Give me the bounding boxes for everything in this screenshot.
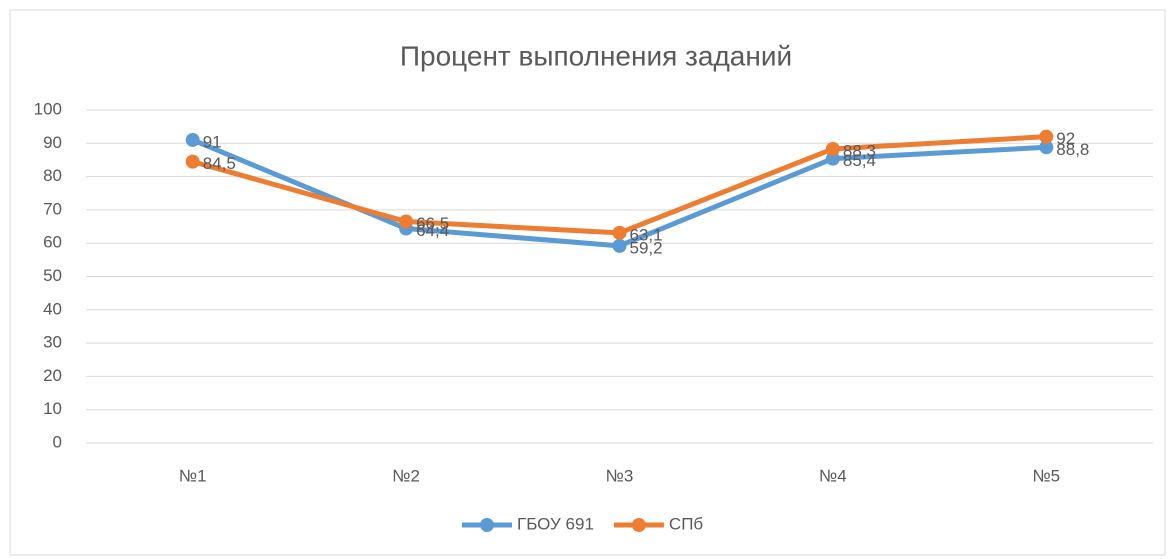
- point: [185, 132, 200, 147]
- data-label: 92: [1056, 129, 1075, 148]
- data-label: 88,8: [1056, 140, 1089, 159]
- point: [1039, 129, 1054, 144]
- y-tick-label: 90: [43, 133, 62, 152]
- chart-title: Процент выполнения заданий: [400, 40, 792, 71]
- point: [1039, 140, 1054, 155]
- data-label: 85,4: [843, 151, 876, 170]
- legend-label: СПб: [669, 514, 703, 533]
- point: [612, 225, 627, 240]
- x-tick-label: №3: [606, 466, 634, 485]
- point: [185, 154, 200, 169]
- legend-label: ГБОУ 691: [517, 514, 594, 533]
- x-tick-label: №1: [179, 466, 207, 485]
- y-tick-label: 20: [43, 366, 62, 385]
- y-tick-label: 70: [43, 199, 62, 218]
- chart-frame: [9, 9, 1166, 556]
- y-tick-label: 30: [43, 333, 62, 352]
- data-label: 63,1: [630, 225, 663, 244]
- y-tick-label: 60: [43, 233, 62, 252]
- y-tick-label: 50: [43, 266, 62, 285]
- y-tick-label: 0: [53, 432, 62, 451]
- data-label: 91: [203, 132, 222, 151]
- point: [825, 151, 840, 166]
- data-label: 84,5: [203, 154, 236, 173]
- y-tick-label: 40: [43, 299, 62, 318]
- point: [612, 238, 627, 253]
- data-label: 59,2: [630, 238, 663, 257]
- y-tick-label: 100: [34, 99, 62, 118]
- data-label: 88,3: [843, 141, 876, 160]
- x-tick-label: №2: [392, 466, 420, 485]
- x-tick-label: №5: [1032, 466, 1060, 485]
- point: [399, 214, 414, 229]
- legend-marker: [631, 518, 646, 532]
- legend-marker: [480, 518, 494, 532]
- y-tick-label: 80: [43, 166, 62, 185]
- point: [825, 141, 840, 156]
- data-label: 66,5: [416, 214, 449, 233]
- x-tick-label: №4: [819, 466, 847, 485]
- y-tick-label: 10: [43, 399, 62, 418]
